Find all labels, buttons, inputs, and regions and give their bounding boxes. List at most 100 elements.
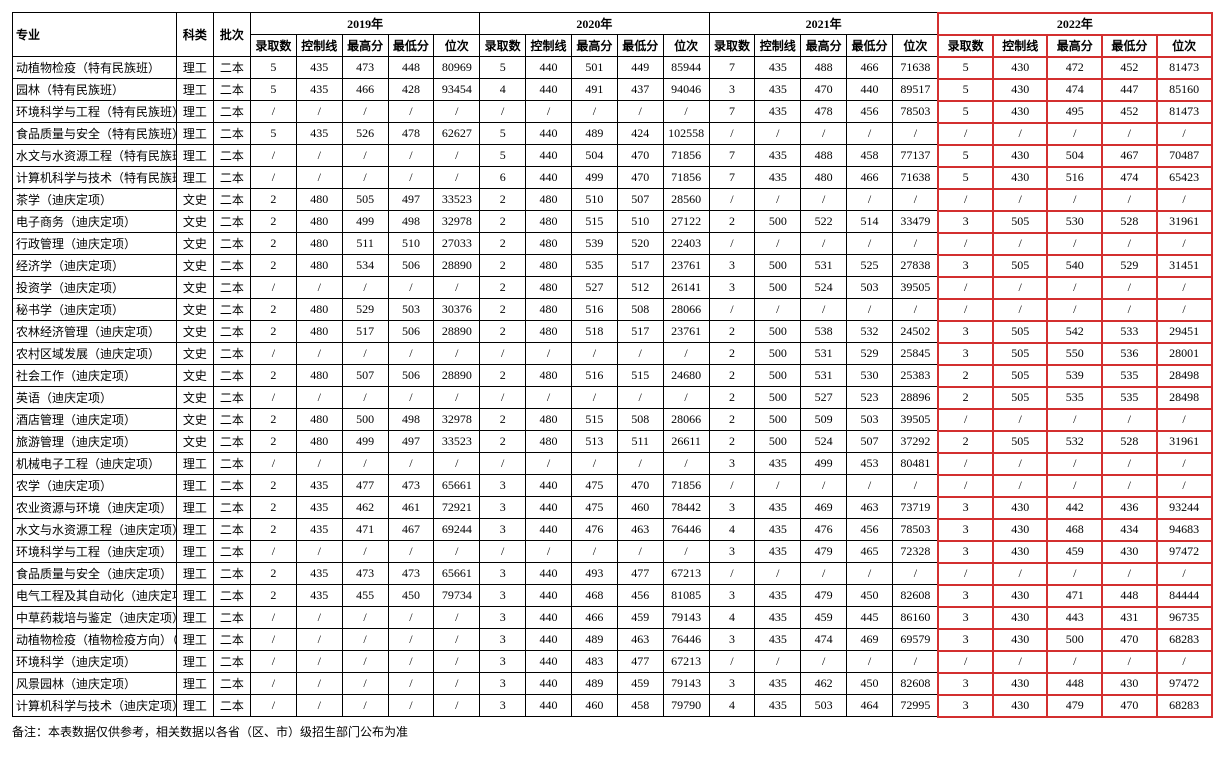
- cell-val: 28001: [1157, 343, 1212, 365]
- cell-val: 72328: [892, 541, 938, 563]
- cell-val: /: [250, 387, 296, 409]
- cell-val: /: [296, 541, 342, 563]
- cell-val: 440: [526, 123, 572, 145]
- cell-val: 491: [571, 79, 617, 101]
- cell-val: /: [801, 651, 847, 673]
- cell-val: 6: [480, 167, 526, 189]
- cell-val: 4: [709, 607, 755, 629]
- cell-val: 79790: [663, 695, 709, 717]
- cell-val: 440: [526, 673, 572, 695]
- cell-val: 471: [1047, 585, 1102, 607]
- cell-val: /: [617, 101, 663, 123]
- cell-val: /: [1102, 123, 1157, 145]
- cell-val: 4: [709, 695, 755, 717]
- cell-batch: 二本: [213, 607, 250, 629]
- cell-val: 5: [250, 57, 296, 79]
- cell-val: /: [388, 629, 434, 651]
- cell-val: 455: [342, 585, 388, 607]
- cell-val: /: [342, 651, 388, 673]
- cell-val: 435: [755, 79, 801, 101]
- cell-val: /: [296, 167, 342, 189]
- cell-cat: 理工: [176, 563, 213, 585]
- cell-val: 505: [993, 211, 1048, 233]
- cell-val: 475: [571, 497, 617, 519]
- cell-val: 3: [938, 541, 993, 563]
- cell-cat: 文史: [176, 211, 213, 233]
- cell-val: 503: [388, 299, 434, 321]
- hdr-sub: 位次: [663, 35, 709, 57]
- cell-val: 477: [342, 475, 388, 497]
- cell-val: 73719: [892, 497, 938, 519]
- cell-val: 470: [617, 167, 663, 189]
- cell-batch: 二本: [213, 123, 250, 145]
- cell-val: 489: [571, 123, 617, 145]
- cell-val: /: [617, 387, 663, 409]
- cell-val: 2: [250, 233, 296, 255]
- cell-val: 430: [993, 57, 1048, 79]
- cell-val: 450: [847, 673, 893, 695]
- cell-val: 460: [617, 497, 663, 519]
- cell-val: 5: [480, 57, 526, 79]
- cell-val: /: [388, 651, 434, 673]
- cell-val: 480: [526, 277, 572, 299]
- cell-val: 499: [801, 453, 847, 475]
- cell-val: /: [1047, 453, 1102, 475]
- cell-major: 计算机科学与技术（特有民族班）: [13, 167, 177, 189]
- cell-val: 27838: [892, 255, 938, 277]
- cell-batch: 二本: [213, 101, 250, 123]
- cell-val: /: [993, 475, 1048, 497]
- cell-val: 7: [709, 101, 755, 123]
- cell-val: 71856: [663, 475, 709, 497]
- cell-val: /: [1157, 277, 1212, 299]
- cell-val: /: [388, 145, 434, 167]
- cell-val: /: [709, 563, 755, 585]
- cell-val: /: [526, 101, 572, 123]
- cell-val: /: [801, 563, 847, 585]
- cell-val: 2: [250, 563, 296, 585]
- cell-val: 535: [1102, 387, 1157, 409]
- cell-val: 528: [1102, 211, 1157, 233]
- cell-val: 500: [755, 211, 801, 233]
- cell-val: 3: [709, 255, 755, 277]
- cell-val: 515: [571, 211, 617, 233]
- cell-val: 480: [296, 431, 342, 453]
- cell-val: 530: [847, 365, 893, 387]
- cell-major: 英语（迪庆定项）: [13, 387, 177, 409]
- cell-val: /: [388, 343, 434, 365]
- cell-val: 480: [526, 431, 572, 453]
- cell-val: 435: [755, 585, 801, 607]
- cell-major: 水文与水资源工程（特有民族班）: [13, 145, 177, 167]
- cell-val: 538: [801, 321, 847, 343]
- cell-val: 499: [342, 211, 388, 233]
- cell-val: 2: [250, 519, 296, 541]
- cell-val: /: [617, 541, 663, 563]
- cell-val: 2: [480, 321, 526, 343]
- cell-val: 515: [571, 409, 617, 431]
- cell-val: /: [993, 123, 1048, 145]
- cell-val: 497: [388, 431, 434, 453]
- cell-val: /: [1102, 277, 1157, 299]
- cell-val: 5: [480, 145, 526, 167]
- cell-val: /: [388, 387, 434, 409]
- cell-val: 463: [847, 497, 893, 519]
- cell-val: 2: [250, 475, 296, 497]
- cell-val: /: [1047, 189, 1102, 211]
- cell-val: /: [388, 673, 434, 695]
- cell-val: /: [1102, 299, 1157, 321]
- cell-val: 435: [755, 607, 801, 629]
- cell-batch: 二本: [213, 343, 250, 365]
- cell-val: 500: [1047, 629, 1102, 651]
- cell-val: 460: [571, 695, 617, 717]
- cell-val: /: [526, 387, 572, 409]
- cell-val: /: [663, 101, 709, 123]
- cell-val: 435: [755, 101, 801, 123]
- cell-val: 3: [938, 343, 993, 365]
- cell-val: 5: [938, 79, 993, 101]
- cell-val: 497: [388, 189, 434, 211]
- cell-val: 2: [250, 497, 296, 519]
- cell-cat: 理工: [176, 145, 213, 167]
- cell-val: 30376: [434, 299, 480, 321]
- cell-val: 535: [1047, 387, 1102, 409]
- cell-val: /: [342, 387, 388, 409]
- cell-cat: 理工: [176, 453, 213, 475]
